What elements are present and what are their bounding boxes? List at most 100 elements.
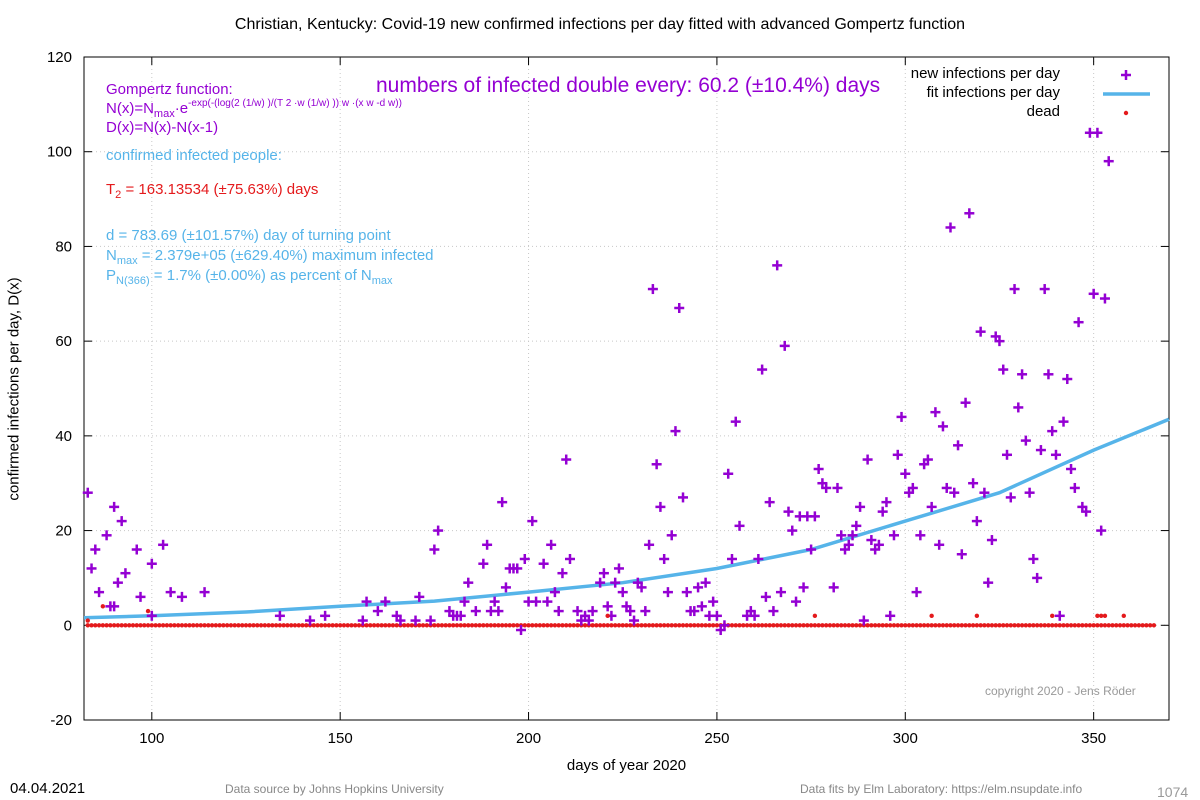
infection-point xyxy=(613,563,624,574)
dead-point xyxy=(296,623,301,628)
infection-point xyxy=(561,454,572,465)
dead-point xyxy=(914,623,919,628)
infection-point xyxy=(791,596,802,607)
dead-point xyxy=(145,608,151,614)
dead-point xyxy=(767,623,772,628)
infection-point xyxy=(775,587,786,598)
infection-point xyxy=(832,482,843,493)
dead-point xyxy=(801,623,806,628)
infection-point xyxy=(678,492,689,503)
dead-point xyxy=(262,623,268,628)
infection-point xyxy=(851,520,862,531)
infection-point xyxy=(726,553,737,564)
dead-point xyxy=(503,623,509,628)
dead-point xyxy=(812,613,818,619)
dead-point xyxy=(967,623,972,628)
dead-point xyxy=(194,623,200,628)
dead-point xyxy=(567,623,573,628)
dead-point xyxy=(692,623,697,628)
dead-point xyxy=(153,623,158,628)
dead-point xyxy=(353,623,358,628)
dead-point xyxy=(111,623,117,628)
infection-point xyxy=(907,482,918,493)
dead-point xyxy=(451,623,456,628)
infection-point xyxy=(1096,525,1107,536)
infection-point xyxy=(975,326,986,337)
dead-point xyxy=(515,623,520,628)
dead-point xyxy=(277,623,283,628)
dead-point xyxy=(289,623,294,628)
dead-point xyxy=(703,623,708,628)
dead-point xyxy=(209,623,215,628)
dead-point xyxy=(100,623,106,628)
infection-point xyxy=(734,520,745,531)
dead-point xyxy=(330,623,335,628)
dead-point xyxy=(605,613,610,619)
infection-point xyxy=(681,587,692,598)
dead-point xyxy=(658,623,663,628)
dead-point xyxy=(285,623,290,628)
dead-point xyxy=(756,623,761,628)
infection-point xyxy=(881,497,892,508)
dead-point xyxy=(688,623,693,628)
dead-point xyxy=(130,623,136,628)
infection-point xyxy=(753,553,764,564)
dead-point xyxy=(232,623,237,628)
dead-point xyxy=(846,623,851,628)
infection-point xyxy=(647,284,658,295)
dead-point xyxy=(782,623,787,628)
dead-point xyxy=(488,623,494,628)
dead-point xyxy=(872,623,878,628)
dead-point xyxy=(952,623,957,628)
gompertz-heading: Gompertz function: xyxy=(106,81,233,98)
y-tick-label: 0 xyxy=(64,617,72,634)
footer-number: 1074 xyxy=(1157,784,1189,800)
dead-point xyxy=(948,623,953,628)
dead-point xyxy=(402,623,407,628)
dead-point xyxy=(213,623,219,628)
infection-point xyxy=(866,535,877,546)
dead-point xyxy=(993,623,998,628)
axis-ticks: 100 150 200 250 300 350 -20 0 20 40 60 80 100 120 xyxy=(47,49,1169,747)
legend-label-infections: new infections per day xyxy=(910,65,1060,82)
infection-point xyxy=(459,596,470,607)
dead-point xyxy=(808,623,814,628)
dead-point xyxy=(925,623,931,628)
dead-point xyxy=(816,623,821,628)
footer-source: Data source by Johns Hopkins University xyxy=(225,782,444,796)
dead-point xyxy=(432,623,437,628)
infection-point xyxy=(101,530,112,541)
dead-point xyxy=(198,623,203,628)
dead-point xyxy=(1027,623,1032,628)
dead-point xyxy=(115,623,121,628)
infection-point xyxy=(757,364,768,375)
dead-point xyxy=(127,623,132,628)
infection-point xyxy=(531,596,542,607)
dead-point xyxy=(533,623,539,628)
dead-point xyxy=(466,623,471,628)
dead-point xyxy=(119,623,124,628)
dead-point xyxy=(85,623,90,628)
infection-point xyxy=(994,336,1005,347)
dead-point xyxy=(643,623,648,628)
dead-point xyxy=(104,623,109,628)
infection-point xyxy=(855,501,866,512)
infection-point xyxy=(372,606,383,617)
infection-point xyxy=(964,208,975,219)
dead-point xyxy=(142,623,147,628)
dead-point xyxy=(729,623,735,628)
dead-point xyxy=(499,623,505,628)
infection-point xyxy=(86,563,97,574)
dead-point xyxy=(1106,623,1111,628)
dead-point xyxy=(1016,623,1021,628)
y-tick-label: 120 xyxy=(47,49,72,66)
footer-date: 04.04.2021 xyxy=(10,780,86,797)
y-axis-label: confirmed infections per day, D(x) xyxy=(5,277,23,501)
fit-series xyxy=(83,417,1170,620)
infection-point xyxy=(629,615,640,626)
dead-point xyxy=(940,623,946,628)
dead-point xyxy=(386,623,392,628)
infection-point xyxy=(112,577,123,588)
infection-point xyxy=(885,610,896,621)
